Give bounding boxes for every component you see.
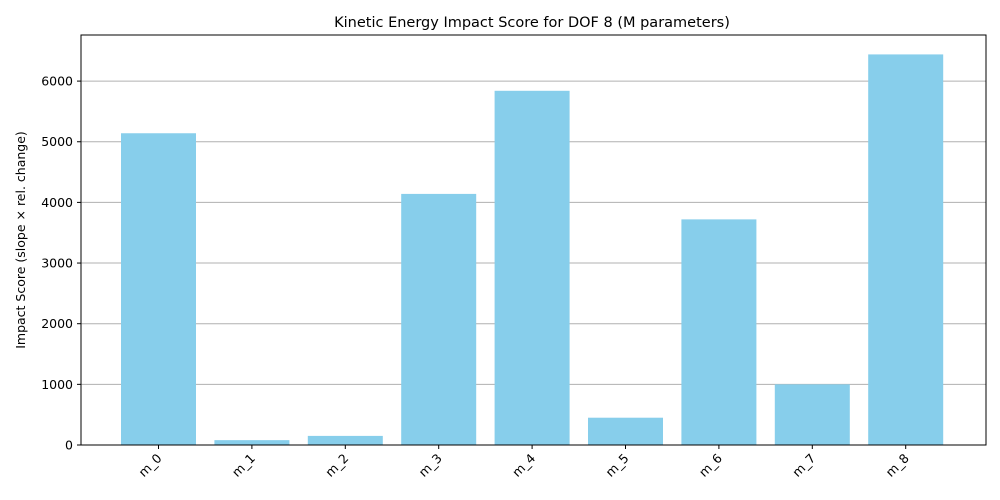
- axes: [80, 34, 987, 446]
- y-tick-label-1: 1000: [41, 377, 73, 392]
- chart-title: Kinetic Energy Impact Score for DOF 8 (M…: [334, 15, 730, 31]
- bar-m_3: [401, 193, 477, 445]
- y-tick-label-2: 2000: [41, 316, 73, 331]
- bar-m_2: [307, 435, 383, 445]
- bar-m_8: [868, 54, 944, 445]
- y-tick-label-3: 3000: [41, 256, 73, 271]
- y-tick-label-6: 6000: [41, 74, 73, 89]
- bar-m_5: [588, 417, 663, 445]
- plot-frame: [80, 34, 987, 446]
- y-ticks: 0 1000 2000 3000 4000 5000 6000: [41, 74, 81, 453]
- bar-m_1: [214, 440, 290, 445]
- bar-m_4: [494, 90, 570, 445]
- y-axis-label: Impact Score (slope × rel. change): [13, 131, 28, 349]
- bar-m_6: [681, 219, 757, 445]
- y-tick-label-0: 0: [65, 438, 73, 453]
- bar-m_0: [121, 133, 196, 445]
- bar-m_7: [774, 384, 850, 445]
- y-tick-label-5: 5000: [41, 134, 73, 149]
- bars: [121, 54, 944, 445]
- y-tick-label-4: 4000: [41, 195, 73, 210]
